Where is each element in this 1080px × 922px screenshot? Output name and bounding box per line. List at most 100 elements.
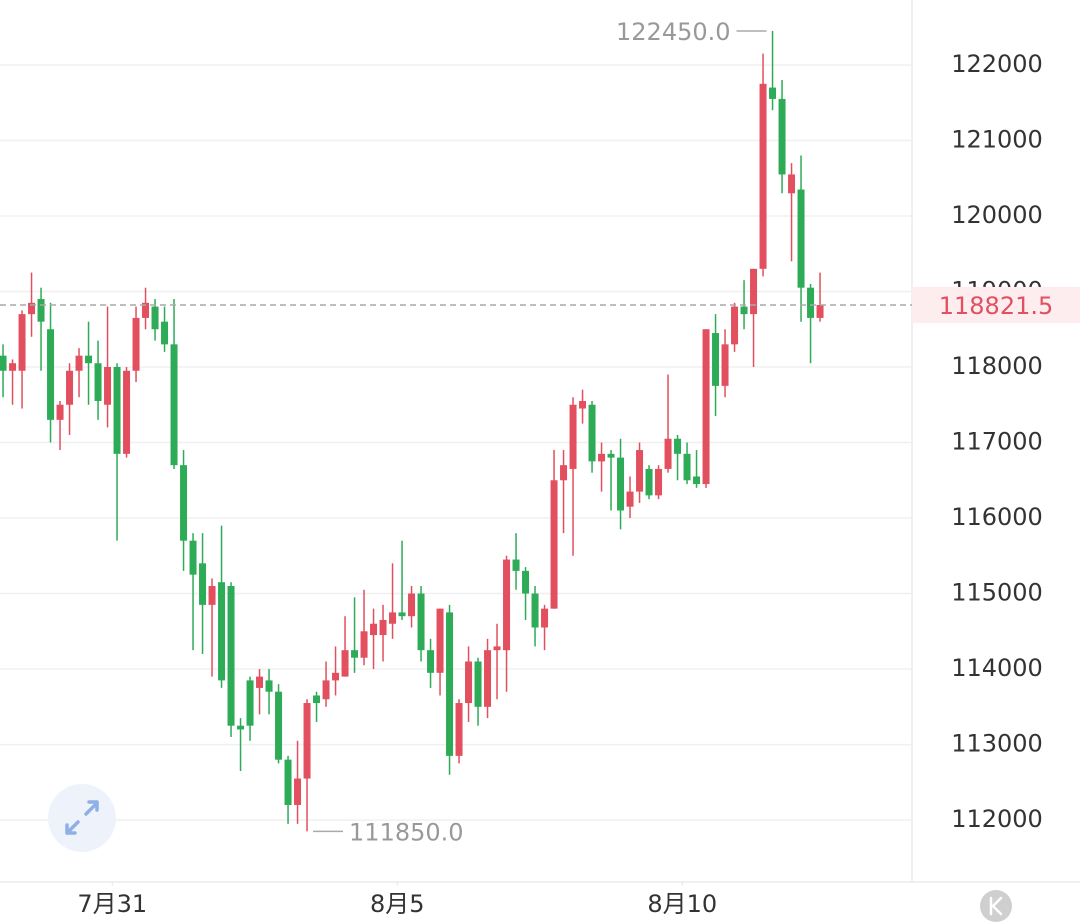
candle-body <box>655 468 663 496</box>
candle-body <box>408 593 416 617</box>
kline-toggle[interactable] <box>980 890 1012 922</box>
candle-body <box>104 366 112 405</box>
candle-body <box>693 476 701 485</box>
candle-body <box>797 189 805 288</box>
candle-body <box>512 559 520 571</box>
candle-body <box>484 650 492 707</box>
candle-body <box>341 650 349 677</box>
x-tick-label: 7月31 <box>77 890 147 918</box>
candle-body <box>750 268 758 315</box>
expand-button-bg[interactable] <box>48 784 116 852</box>
annotation-label: 111850.0 <box>349 818 464 846</box>
candle-body <box>721 344 729 386</box>
candle-body <box>712 333 720 386</box>
candle-body <box>683 453 691 481</box>
candle-body <box>113 366 121 454</box>
candle-body <box>170 344 178 466</box>
candle-body <box>332 672 340 681</box>
candle-body <box>636 450 644 492</box>
candle-body <box>265 680 273 692</box>
candle-body <box>313 695 321 704</box>
candle-body <box>132 317 140 371</box>
candle-body <box>237 725 245 730</box>
candle-body <box>579 400 587 409</box>
candle-body <box>389 612 397 624</box>
candle-body <box>427 650 435 673</box>
candle-body <box>759 83 767 269</box>
candle-body <box>284 759 292 805</box>
candle-body <box>28 302 36 315</box>
candle-body <box>18 314 26 371</box>
candle-body <box>151 306 159 330</box>
candle-body <box>778 98 786 175</box>
candle-body <box>702 329 710 485</box>
candle-body <box>351 650 359 658</box>
candle-body <box>66 370 74 405</box>
candle-body <box>85 355 93 364</box>
candle-body <box>37 299 45 322</box>
candle-body <box>503 559 511 651</box>
y-tick-label: 113000 <box>951 730 1043 758</box>
candle-body <box>9 363 17 371</box>
candle-body <box>541 608 549 628</box>
candle-body <box>75 355 83 371</box>
last-price-label: 118821.5 <box>939 292 1054 320</box>
candle-body <box>275 691 283 760</box>
y-tick-label: 117000 <box>951 428 1043 456</box>
candle-body <box>0 355 7 371</box>
annotation-label: 122450.0 <box>616 18 731 46</box>
kline-toggle-icon[interactable] <box>989 896 1003 916</box>
candle-body <box>227 585 235 726</box>
candle-body <box>360 631 368 658</box>
y-tick-label: 116000 <box>951 503 1043 531</box>
candle-body <box>674 438 682 454</box>
candle-body <box>664 438 672 469</box>
candle-body <box>303 703 311 779</box>
y-tick-label: 112000 <box>951 805 1043 833</box>
expand-icon[interactable] <box>65 800 99 835</box>
candle-body <box>294 778 302 805</box>
grid: 112000 113000 114000 115000 116000 117000 1180… <box>0 50 1043 918</box>
candle-body <box>189 540 197 575</box>
candle-body <box>199 563 207 605</box>
candle-body <box>180 465 188 541</box>
candle-body <box>417 593 425 651</box>
candle-body <box>550 480 558 609</box>
candle-body <box>322 680 330 700</box>
candle-body <box>370 623 378 636</box>
y-tick-label: 114000 <box>951 654 1043 682</box>
candle-body <box>769 87 777 99</box>
candle-body <box>398 612 406 617</box>
candle-body <box>731 306 739 345</box>
candle-body <box>218 582 226 681</box>
candle-body <box>807 287 815 318</box>
candle-body <box>617 457 625 511</box>
candle-body <box>246 680 254 726</box>
candle-body <box>123 370 131 454</box>
candle-body <box>56 404 64 420</box>
candle-body <box>569 404 577 469</box>
candle-body <box>455 703 463 756</box>
candle-body <box>560 465 568 481</box>
y-tick-label: 120000 <box>951 201 1043 229</box>
candle-body <box>142 302 150 318</box>
y-tick-label: 121000 <box>951 125 1043 153</box>
candle-body <box>740 306 748 315</box>
candle-body <box>474 661 482 707</box>
candle-body <box>607 453 615 458</box>
kline-toggle-bg[interactable] <box>980 890 1012 922</box>
candle-body <box>436 608 444 673</box>
candle-body <box>94 363 102 401</box>
last-price-box <box>912 286 1080 323</box>
candles <box>0 30 824 832</box>
x-tick-label: 8月5 <box>370 890 425 918</box>
expand-button[interactable] <box>48 784 116 852</box>
y-tick-label: 122000 <box>951 50 1043 78</box>
y-tick-label: 118000 <box>951 352 1043 380</box>
candle-body <box>522 570 530 594</box>
x-tick-label: 8月10 <box>647 890 717 918</box>
candle-body <box>465 661 473 704</box>
candle-body <box>598 453 606 462</box>
candle-body <box>161 321 169 345</box>
